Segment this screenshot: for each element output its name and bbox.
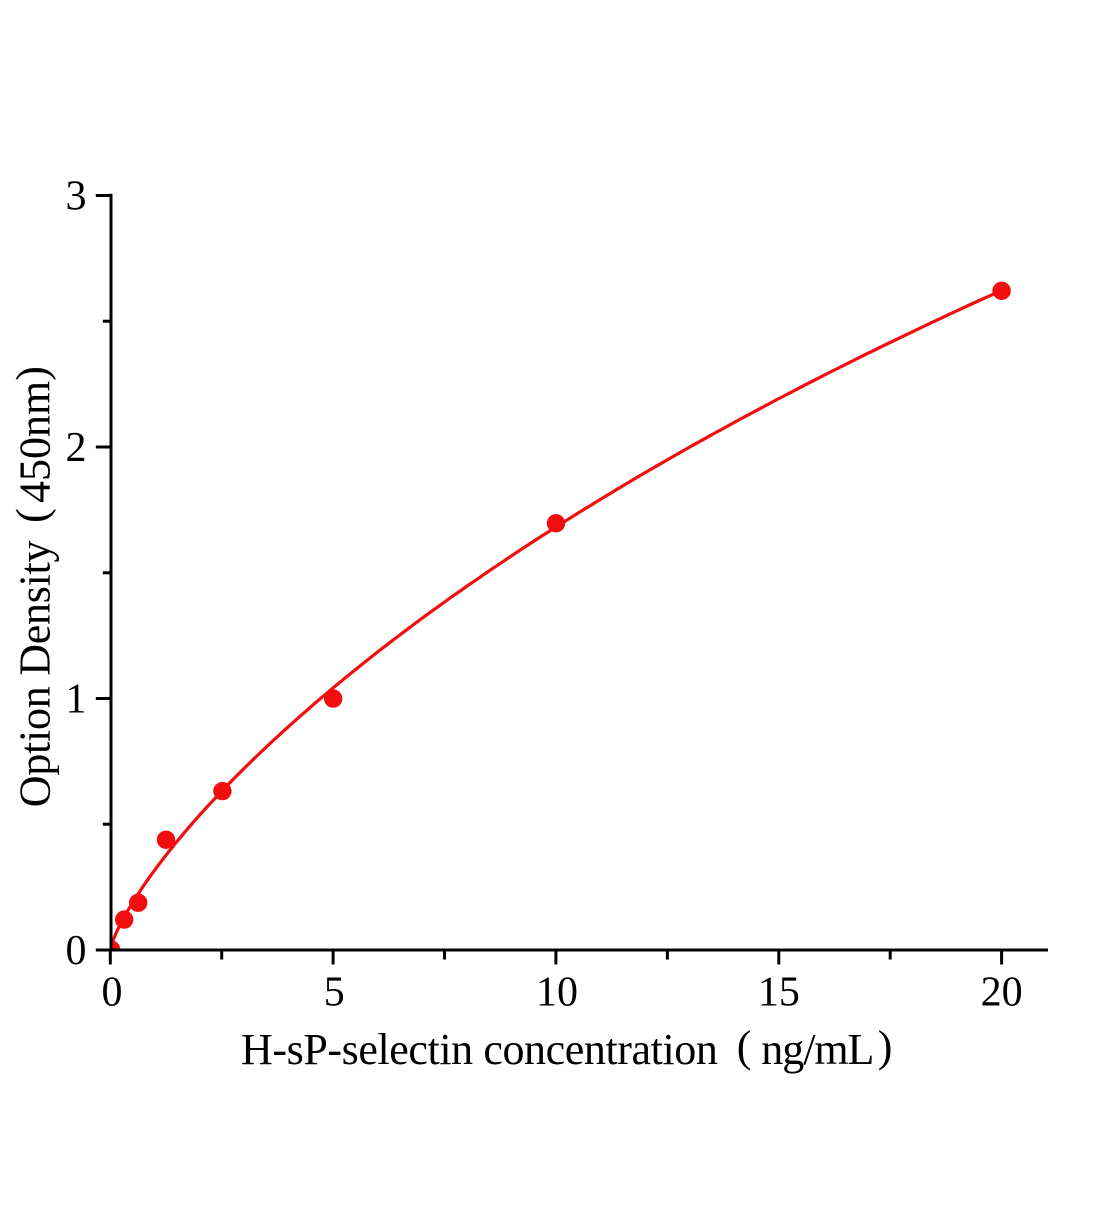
svg-text:0: 0 xyxy=(102,970,123,1016)
svg-text:): ) xyxy=(878,1022,893,1071)
svg-text:20: 20 xyxy=(981,970,1023,1016)
svg-text:5: 5 xyxy=(324,970,345,1016)
svg-text:1: 1 xyxy=(66,677,87,723)
svg-text:H-sP-selectin concentration: H-sP-selectin concentration xyxy=(241,1025,718,1074)
svg-text:3: 3 xyxy=(66,174,87,220)
svg-text:ng/mL: ng/mL xyxy=(761,1025,873,1074)
svg-text:0: 0 xyxy=(66,928,87,974)
svg-text:): ) xyxy=(8,366,57,381)
svg-text:450nm: 450nm xyxy=(11,381,60,503)
svg-text:2: 2 xyxy=(66,425,87,471)
svg-text:15: 15 xyxy=(758,970,800,1016)
svg-text:(: ( xyxy=(8,508,57,523)
svg-text:Option Density: Option Density xyxy=(11,540,60,807)
svg-text:10: 10 xyxy=(536,970,578,1016)
svg-text:(: ( xyxy=(737,1022,752,1071)
